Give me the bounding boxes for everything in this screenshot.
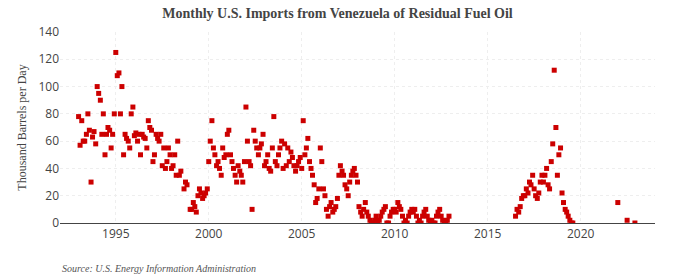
svg-text:40: 40 bbox=[45, 160, 59, 177]
svg-text:Thousand Barrels per Day: Thousand Barrels per Day bbox=[15, 64, 29, 190]
svg-text:Monthly U.S. Imports from Vene: Monthly U.S. Imports from Venezuela of R… bbox=[162, 6, 513, 21]
svg-text:1995: 1995 bbox=[102, 225, 130, 242]
svg-text:2000: 2000 bbox=[195, 225, 223, 242]
svg-text:2015: 2015 bbox=[474, 225, 502, 242]
svg-text:0: 0 bbox=[52, 214, 59, 231]
svg-text:2020: 2020 bbox=[567, 225, 595, 242]
svg-text:60: 60 bbox=[45, 132, 59, 149]
svg-text:100: 100 bbox=[38, 78, 59, 95]
svg-text:120: 120 bbox=[38, 50, 59, 67]
svg-text:Source: U.S. Energy Informatio: Source: U.S. Energy Information Administ… bbox=[62, 263, 256, 274]
svg-text:140: 140 bbox=[38, 23, 59, 40]
svg-text:2005: 2005 bbox=[288, 225, 316, 242]
svg-text:80: 80 bbox=[45, 105, 59, 122]
svg-text:2010: 2010 bbox=[381, 225, 409, 242]
svg-text:20: 20 bbox=[45, 187, 59, 204]
